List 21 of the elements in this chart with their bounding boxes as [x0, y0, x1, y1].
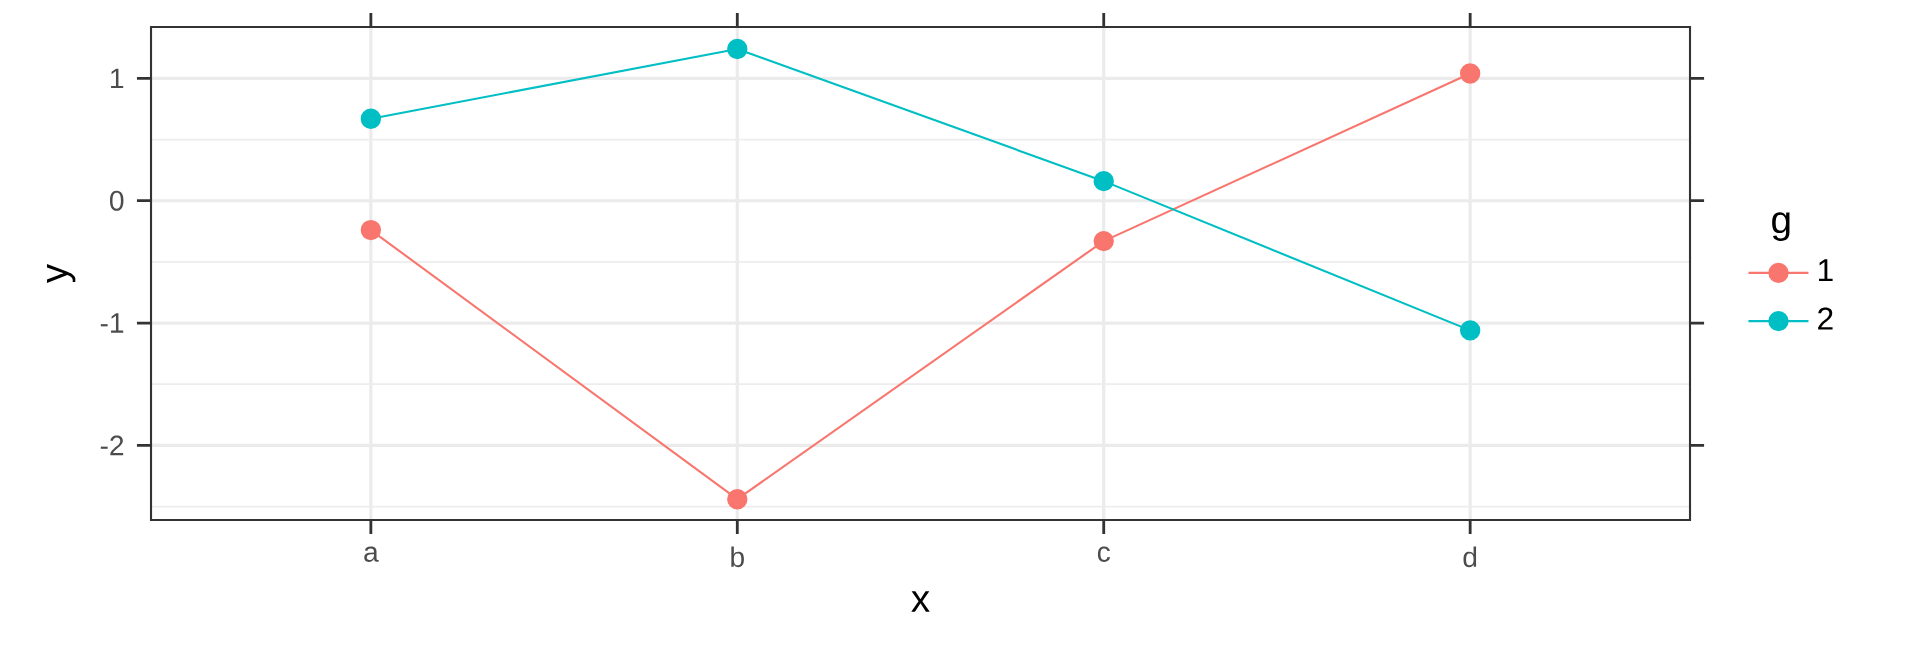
point	[1459, 63, 1481, 84]
legend-label: 1	[1818, 259, 1833, 282]
y-tick-label: -2	[100, 435, 124, 456]
y-tick-label: 0	[110, 190, 124, 211]
x-tick-label: a	[364, 546, 379, 562]
y-tick-label: 1	[111, 68, 124, 89]
point	[360, 108, 382, 129]
x-tick-label: c	[1097, 546, 1111, 562]
x-tick-label: b	[731, 546, 744, 568]
y-axis-title: y	[46, 263, 76, 284]
y-tick-label: -1	[100, 313, 124, 333]
point	[727, 489, 748, 510]
legend-title: g	[1772, 212, 1790, 241]
legend-label: 2	[1818, 307, 1833, 330]
point	[1093, 170, 1114, 192]
point	[727, 38, 748, 60]
point	[360, 219, 382, 241]
point	[1459, 320, 1481, 341]
point	[1093, 230, 1114, 252]
x-axis-title: x	[911, 591, 930, 612]
x-tick-label: d	[1463, 546, 1477, 568]
